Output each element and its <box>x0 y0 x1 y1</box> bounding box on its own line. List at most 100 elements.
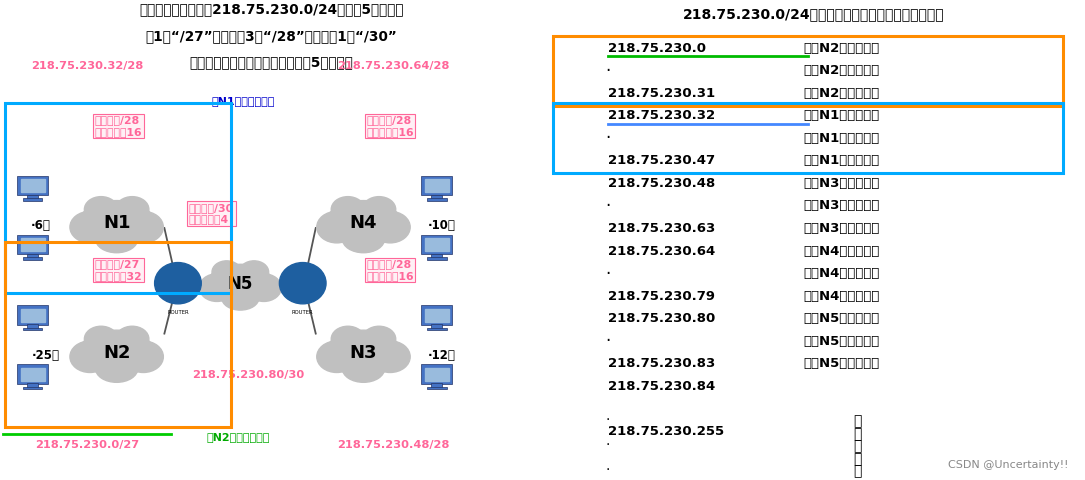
Text: 218.75.230.32: 218.75.230.32 <box>608 109 715 122</box>
Text: 218.75.230.84: 218.75.230.84 <box>608 380 715 393</box>
Text: 网络N3可分配地址: 网络N3可分配地址 <box>803 199 879 213</box>
Text: 218.75.230.63: 218.75.230.63 <box>608 222 715 235</box>
Bar <box>27 253 38 258</box>
Ellipse shape <box>326 330 401 375</box>
Bar <box>23 198 42 201</box>
Bar <box>21 180 44 192</box>
Ellipse shape <box>343 225 384 253</box>
Ellipse shape <box>124 341 164 372</box>
Text: 地址块：/28
地址数量：16: 地址块：/28 地址数量：16 <box>367 259 413 281</box>
Text: ·25台: ·25台 <box>33 348 60 362</box>
Ellipse shape <box>326 201 401 246</box>
Text: 网络N4的广播地址: 网络N4的广播地址 <box>803 289 879 303</box>
Text: 218.75.230.255: 218.75.230.255 <box>608 425 724 438</box>
Text: 218.75.230.0/24地址块所包含的全部地址如下所示：: 218.75.230.0/24地址块所包含的全部地址如下所示： <box>682 7 945 21</box>
Bar <box>23 328 42 330</box>
Text: ROUTER: ROUTER <box>167 310 189 314</box>
Text: 网络N2的网络地址: 网络N2的网络地址 <box>803 41 879 55</box>
Ellipse shape <box>115 197 149 222</box>
Text: N1: N1 <box>103 214 130 232</box>
Bar <box>421 176 452 195</box>
Ellipse shape <box>79 201 154 246</box>
Bar <box>424 309 449 322</box>
Text: 网络N5的广播地址: 网络N5的广播地址 <box>803 357 879 371</box>
Text: 218.75.230.48: 218.75.230.48 <box>608 177 715 190</box>
Circle shape <box>155 263 202 304</box>
Text: 218.75.230.48/28: 218.75.230.48/28 <box>337 440 449 450</box>
Text: 地址块），按需分配给下图所示的5个网络。: 地址块），按需分配给下图所示的5个网络。 <box>189 55 354 69</box>
Text: 网络N5的网络地址: 网络N5的网络地址 <box>803 312 879 325</box>
Bar <box>426 257 447 260</box>
Bar <box>21 309 44 322</box>
Text: ·: · <box>605 332 610 350</box>
Text: 写N2起始网络地址: 写N2起始网络地址 <box>206 432 269 442</box>
Bar <box>17 235 48 254</box>
Text: 地址块：/28
地址数量：16: 地址块：/28 地址数量：16 <box>95 115 142 137</box>
Text: 分: 分 <box>853 452 861 466</box>
Ellipse shape <box>124 211 164 243</box>
Text: 218.75.230.0: 218.75.230.0 <box>608 41 705 55</box>
Ellipse shape <box>85 326 118 352</box>
Ellipse shape <box>362 197 396 222</box>
Bar <box>426 387 447 389</box>
Bar <box>421 235 452 254</box>
Text: 218.75.230.31: 218.75.230.31 <box>608 86 715 100</box>
Text: 网络N1可分配地址: 网络N1可分配地址 <box>803 132 879 145</box>
Text: 218.75.230.0/27: 218.75.230.0/27 <box>35 440 139 450</box>
Text: 网络N2可分配地址: 网络N2可分配地址 <box>803 64 879 77</box>
Text: CSDN @Uncertainty!!: CSDN @Uncertainty!! <box>948 460 1069 470</box>
Text: 网络N2的广播地址: 网络N2的广播地址 <box>803 86 879 100</box>
Text: ·: · <box>605 61 610 80</box>
Text: 写N1起始网络地址: 写N1起始网络地址 <box>212 96 275 106</box>
Bar <box>424 368 449 381</box>
Ellipse shape <box>69 341 110 372</box>
Ellipse shape <box>95 355 138 382</box>
Ellipse shape <box>212 261 241 283</box>
Text: 218.75.230.64/28: 218.75.230.64/28 <box>337 60 449 71</box>
Bar <box>17 176 48 195</box>
Bar <box>27 324 38 329</box>
Bar <box>27 383 38 388</box>
Ellipse shape <box>95 225 138 253</box>
Text: 网络N5可分配地址: 网络N5可分配地址 <box>803 335 879 348</box>
Bar <box>431 383 443 388</box>
Ellipse shape <box>85 197 118 222</box>
Text: ROUTER: ROUTER <box>292 310 314 314</box>
Ellipse shape <box>331 197 365 222</box>
Bar <box>426 328 447 330</box>
Ellipse shape <box>246 274 281 301</box>
Ellipse shape <box>115 326 149 352</box>
Text: ·
·
·: · · · <box>605 413 610 478</box>
Text: 地址块：/30
地址数量：4: 地址块：/30 地址数量：4 <box>189 203 234 224</box>
Text: 网络N4可分配地址: 网络N4可分配地址 <box>803 267 879 280</box>
Ellipse shape <box>317 211 357 243</box>
Ellipse shape <box>331 326 365 352</box>
Bar <box>23 257 42 260</box>
Text: （1个“/27”地址块，3个“/28”地址块，1个“/30”: （1个“/27”地址块，3个“/28”地址块，1个“/30” <box>145 29 397 43</box>
Text: 218.75.230.32/28: 218.75.230.32/28 <box>30 60 143 71</box>
Text: 余: 余 <box>853 427 861 441</box>
Ellipse shape <box>79 330 154 375</box>
Ellipse shape <box>370 341 410 372</box>
Ellipse shape <box>69 211 110 243</box>
Ellipse shape <box>370 211 410 243</box>
Text: 218.75.230.47: 218.75.230.47 <box>608 154 715 168</box>
Ellipse shape <box>221 286 259 310</box>
Ellipse shape <box>362 326 396 352</box>
Ellipse shape <box>200 274 234 301</box>
Bar <box>431 253 443 258</box>
Text: 218.75.230.79: 218.75.230.79 <box>608 289 715 303</box>
Text: ·: · <box>605 197 610 215</box>
Bar <box>424 239 449 252</box>
Text: 218.75.230.83: 218.75.230.83 <box>608 357 715 371</box>
Text: N2: N2 <box>103 344 130 362</box>
Ellipse shape <box>240 261 269 283</box>
Text: 218.75.230.64: 218.75.230.64 <box>608 244 715 258</box>
Text: ·: · <box>605 129 610 147</box>
Text: 剩: 剩 <box>853 415 861 429</box>
Ellipse shape <box>317 341 357 372</box>
Text: ·: · <box>605 264 610 283</box>
Bar <box>421 305 452 324</box>
Text: 218.75.230.80/30: 218.75.230.80/30 <box>192 370 305 380</box>
Text: 网络N3的广播地址: 网络N3的广播地址 <box>803 222 879 235</box>
